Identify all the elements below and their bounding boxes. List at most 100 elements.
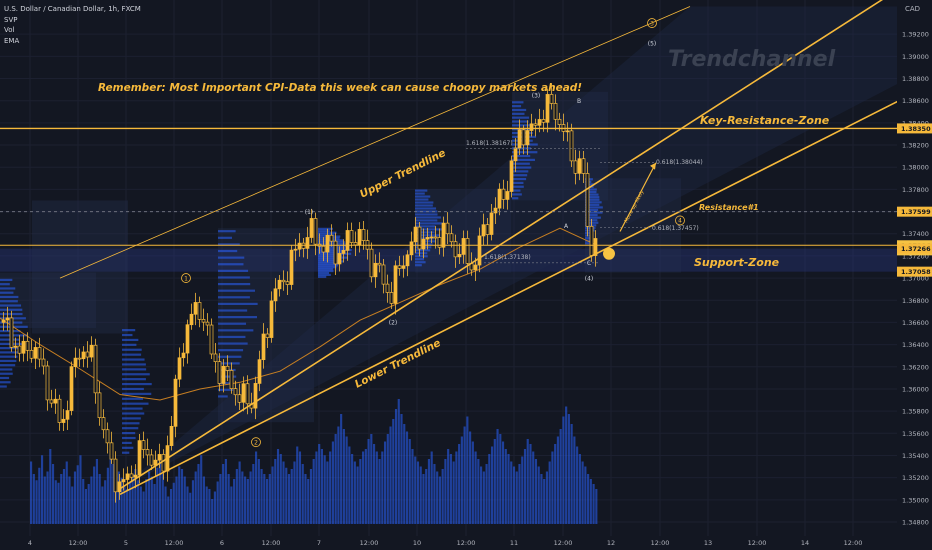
candle-body[interactable] xyxy=(485,224,490,235)
candle-body[interactable] xyxy=(29,349,34,359)
candle-body[interactable] xyxy=(285,281,290,285)
candle-body[interactable] xyxy=(421,238,426,250)
candle-body[interactable] xyxy=(593,238,598,256)
candle-body[interactable] xyxy=(49,399,54,404)
candle-body[interactable] xyxy=(225,365,230,371)
candle-body[interactable] xyxy=(385,283,390,293)
candle-body[interactable] xyxy=(53,398,58,404)
candle-body[interactable] xyxy=(425,237,430,240)
candle-body[interactable] xyxy=(489,212,494,235)
candle-body[interactable] xyxy=(233,388,238,396)
candle-body[interactable] xyxy=(177,357,182,380)
candle-body[interactable] xyxy=(577,158,582,174)
candle-body[interactable] xyxy=(93,344,98,394)
candle-body[interactable] xyxy=(133,474,138,478)
candle-body[interactable] xyxy=(569,130,574,162)
candle-body[interactable] xyxy=(73,357,78,367)
candle-body[interactable] xyxy=(189,313,194,326)
candle-body[interactable] xyxy=(145,449,150,456)
candle-body[interactable] xyxy=(41,358,46,367)
candle-body[interactable] xyxy=(21,340,26,354)
candle-body[interactable] xyxy=(5,317,10,321)
candle-body[interactable] xyxy=(185,324,190,354)
candle-body[interactable] xyxy=(557,118,562,125)
candle-body[interactable] xyxy=(573,160,578,174)
price-axis[interactable]: 1.39200 1.39000 1.38800 1.38600 1.38400 1.382… xyxy=(897,0,932,550)
candle-body[interactable] xyxy=(121,479,126,483)
candle-body[interactable] xyxy=(381,264,386,285)
price-tag[interactable] xyxy=(897,123,932,134)
candle-body[interactable] xyxy=(209,324,214,355)
candle-body[interactable] xyxy=(197,302,202,320)
candle-body[interactable] xyxy=(505,191,510,200)
candle-body[interactable] xyxy=(261,333,266,361)
candle-body[interactable] xyxy=(237,394,242,403)
candle-body[interactable] xyxy=(457,254,462,258)
candle-body[interactable] xyxy=(549,94,554,104)
target-dot[interactable] xyxy=(603,247,615,260)
candle-body[interactable] xyxy=(537,119,542,126)
candle-body[interactable] xyxy=(229,370,234,389)
candle-body[interactable] xyxy=(493,207,498,214)
candle-body[interactable] xyxy=(157,454,162,461)
candle-body[interactable] xyxy=(397,265,402,269)
candle-body[interactable] xyxy=(257,359,262,384)
candle-body[interactable] xyxy=(45,365,50,401)
candle-body[interactable] xyxy=(509,160,514,192)
candle-body[interactable] xyxy=(113,458,118,493)
lower-trendline[interactable] xyxy=(119,83,932,495)
candle-body[interactable] xyxy=(305,237,310,249)
candle-body[interactable] xyxy=(525,130,530,146)
candle-body[interactable] xyxy=(345,230,350,251)
candle-body[interactable] xyxy=(141,440,146,450)
candle-body[interactable] xyxy=(105,429,110,444)
candle-body[interactable] xyxy=(309,218,314,238)
candle-body[interactable] xyxy=(541,119,546,123)
candle-body[interactable] xyxy=(529,123,534,131)
candle-body[interactable] xyxy=(269,300,274,338)
indicator-svp[interactable]: SVP xyxy=(4,15,18,24)
candle-body[interactable] xyxy=(433,236,438,239)
candle-body[interactable] xyxy=(253,383,258,409)
candle-body[interactable] xyxy=(533,123,538,126)
candle-body[interactable] xyxy=(173,378,178,427)
candle-body[interactable] xyxy=(393,265,398,304)
candle-body[interactable] xyxy=(477,235,482,266)
candle-body[interactable] xyxy=(33,347,38,359)
price-tag[interactable] xyxy=(897,206,932,217)
price-tag[interactable] xyxy=(897,243,932,254)
candle-body[interactable] xyxy=(221,365,226,384)
candle-body[interactable] xyxy=(513,147,518,162)
candle-body[interactable] xyxy=(37,347,42,360)
trendlines[interactable] xyxy=(0,0,932,495)
candle-body[interactable] xyxy=(217,361,222,384)
candle-body[interactable] xyxy=(377,262,382,266)
time-axis[interactable]: 4 12:00 5 12:00 6 12:00 7 12:00 10 12:00 11 12:00 12… xyxy=(0,536,932,550)
candle-body[interactable] xyxy=(25,340,30,351)
candle-body[interactable] xyxy=(369,248,374,278)
candle-body[interactable] xyxy=(481,224,486,237)
candle-body[interactable] xyxy=(9,317,14,348)
candle-body[interactable] xyxy=(129,473,134,478)
candle-body[interactable] xyxy=(201,319,206,323)
candle-body[interactable] xyxy=(349,230,354,243)
candle-body[interactable] xyxy=(437,237,442,248)
candle-body[interactable] xyxy=(69,366,74,411)
candle-body[interactable] xyxy=(329,234,334,242)
candle-body[interactable] xyxy=(293,248,298,251)
symbol-title[interactable]: U.S. Dollar / Canadian Dollar, 1h, FXCM xyxy=(4,5,141,13)
channel-top-line[interactable] xyxy=(59,6,691,279)
candle-body[interactable] xyxy=(445,222,450,235)
candle-body[interactable] xyxy=(361,229,366,241)
candle-body[interactable] xyxy=(81,351,86,360)
candle-body[interactable] xyxy=(149,454,154,466)
candle-body[interactable] xyxy=(465,238,470,264)
candle-body[interactable] xyxy=(333,240,338,265)
indicator-vol[interactable]: Vol xyxy=(4,26,15,34)
candle-body[interactable] xyxy=(97,392,102,418)
candle-body[interactable] xyxy=(565,130,570,133)
candle-body[interactable] xyxy=(401,265,406,269)
candle-body[interactable] xyxy=(409,241,414,256)
candle-body[interactable] xyxy=(353,242,358,246)
